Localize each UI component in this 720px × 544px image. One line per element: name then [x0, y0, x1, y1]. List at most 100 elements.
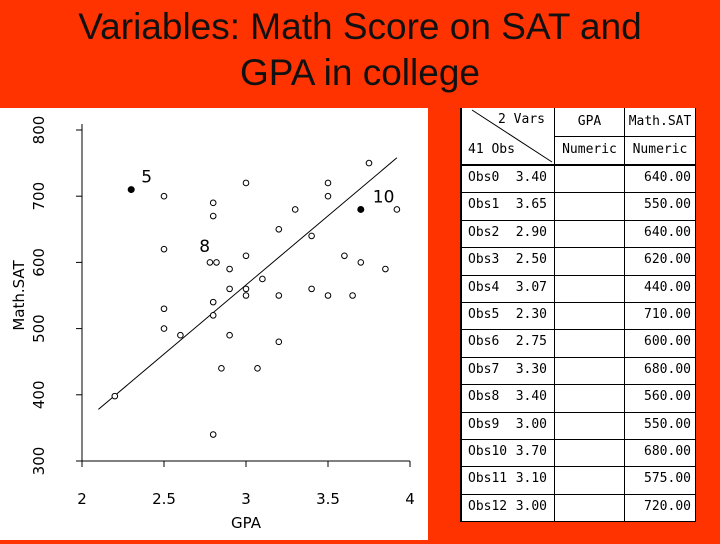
table-row[interactable]: Obs6 2.75 600.00 — [462, 330, 695, 358]
y-axis-label: Math.SAT — [10, 259, 28, 330]
data-point — [275, 226, 283, 233]
data-point — [160, 192, 168, 200]
mathsat-cell: 680.00 — [644, 361, 691, 377]
data-point — [242, 179, 250, 187]
slide-title-line-2: GPA in college — [240, 52, 480, 93]
row-label: Obs10 — [468, 443, 508, 459]
data-point — [209, 199, 217, 207]
mathsat-cell: 550.00 — [644, 416, 691, 432]
data-point — [206, 259, 214, 266]
gpa-cell: 3.40 — [515, 389, 547, 405]
mathsat-cell: 440.00 — [644, 279, 691, 295]
column-header-mathsat[interactable]: Math.SAT — [628, 114, 692, 129]
x-axis-label: GPA — [231, 514, 262, 532]
data-point — [393, 206, 401, 213]
data-point — [209, 212, 217, 220]
table-row[interactable]: Obs11 3.10 575.00 — [462, 467, 695, 495]
data-point — [177, 331, 184, 339]
data-table: 2 Vars 41 Obs GPA Math.SAT Numeric Numer… — [460, 108, 696, 523]
gpa-cell: 3.65 — [515, 197, 547, 213]
data-point — [275, 338, 283, 346]
data-point — [218, 365, 225, 372]
table-body: Obs0 3.40 640.00 Obs1 3.65 550.00 Obs2 2.90 640.… — [462, 166, 695, 523]
mathsat-cell: 600.00 — [644, 334, 691, 350]
x-tick-label: 3 — [241, 490, 251, 508]
mathsat-cell: 575.00 — [644, 471, 691, 487]
point-annotation: 10 — [373, 187, 395, 207]
column-header-gpa[interactable]: GPA — [577, 114, 602, 129]
mathsat-cell: 550.00 — [644, 197, 691, 213]
row-label: Obs7 — [468, 361, 500, 377]
row-label: Obs3 — [468, 252, 500, 268]
gpa-cell: 3.40 — [515, 170, 547, 185]
mathsat-cell: 680.00 — [644, 443, 691, 459]
data-point — [357, 259, 365, 266]
gpa-cell: 3.10 — [515, 471, 547, 487]
row-label: Obs1 — [468, 197, 500, 213]
gpa-cell: 2.75 — [515, 334, 547, 350]
row-label: Obs11 — [468, 471, 508, 487]
data-point — [275, 292, 283, 299]
mathsat-cell: 640.00 — [644, 224, 691, 240]
table-header: 2 Vars 41 Obs GPA Math.SAT Numeric Numer… — [462, 108, 695, 166]
row-label: Obs2 — [468, 224, 500, 240]
scatter-plot: 300 400 500 600 700 800 2 2.5 3 3.5 4 GPA Math.SAT 5 1… — [10, 116, 415, 532]
scatter-plot-panel: 300 400 500 600 700 800 2 2.5 3 3.5 4 GPA Math.SAT 5 1… — [0, 108, 428, 540]
data-point — [324, 192, 332, 200]
data-point — [324, 179, 332, 187]
x-tick-label: 3.5 — [316, 490, 340, 508]
data-point — [209, 431, 217, 438]
table-row[interactable]: Obs1 3.65 550.00 — [462, 193, 695, 221]
x-tick-label: 2 — [77, 490, 87, 508]
table-row[interactable]: Obs12 3.00 720.00 — [462, 494, 695, 523]
y-tick-label: 300 — [30, 447, 48, 476]
y-tick-label: 700 — [30, 182, 48, 211]
table-row[interactable]: Obs4 3.07 440.00 — [462, 275, 695, 303]
table-row[interactable]: Obs9 3.00 550.00 — [462, 412, 695, 440]
row-label: Obs5 — [468, 306, 500, 322]
highlighted-point — [127, 186, 135, 194]
slide-title-line-1: Variables: Math Score on SAT and — [78, 6, 642, 47]
table-row[interactable]: Obs8 3.40 560.00 — [462, 385, 695, 413]
data-point — [349, 292, 356, 299]
y-tick-label: 800 — [30, 116, 48, 145]
data-point — [259, 275, 266, 283]
data-point — [242, 285, 250, 293]
y-tick-label: 600 — [30, 248, 48, 277]
corner-obs-label: 41 Obs — [468, 142, 515, 157]
point-annotation: 5 — [141, 168, 152, 188]
data-point — [308, 232, 315, 240]
column-type-mathsat: Numeric — [632, 142, 688, 157]
y-tick-label: 400 — [30, 380, 48, 409]
data-point — [382, 265, 389, 273]
data-point — [160, 305, 168, 313]
table-row[interactable]: Obs0 3.40 640.00 — [462, 166, 695, 194]
mathsat-cell: 720.00 — [644, 498, 691, 514]
data-point — [254, 365, 261, 372]
data-point — [111, 392, 119, 400]
data-point — [308, 285, 315, 293]
data-point — [242, 252, 250, 260]
gpa-cell: 2.90 — [515, 224, 547, 240]
table-row[interactable]: Obs2 2.90 640.00 — [462, 220, 695, 249]
y-tick-label: 500 — [30, 314, 48, 343]
corner-diagonal — [471, 109, 553, 163]
regression-line — [98, 157, 398, 410]
mathsat-cell: 640.00 — [644, 170, 691, 185]
row-label: Obs0 — [468, 170, 500, 185]
table-row[interactable]: Obs7 3.30 680.00 — [462, 357, 695, 386]
data-point — [226, 265, 233, 273]
table-row[interactable]: Obs10 3.70 680.00 — [462, 439, 695, 468]
data-point — [365, 159, 373, 167]
row-label: Obs8 — [468, 389, 500, 405]
row-label: Obs6 — [468, 334, 500, 350]
row-label: Obs4 — [468, 279, 500, 295]
table-row[interactable]: Obs3 2.50 620.00 — [462, 248, 695, 276]
column-type-gpa: Numeric — [562, 142, 617, 157]
table-row[interactable]: Obs5 2.30 710.00 — [462, 302, 695, 331]
mathsat-cell: 560.00 — [644, 389, 691, 405]
gpa-cell: 3.00 — [515, 416, 547, 432]
mathsat-cell: 710.00 — [644, 306, 691, 322]
gpa-cell: 3.07 — [515, 279, 547, 295]
gpa-cell: 3.70 — [515, 443, 547, 459]
